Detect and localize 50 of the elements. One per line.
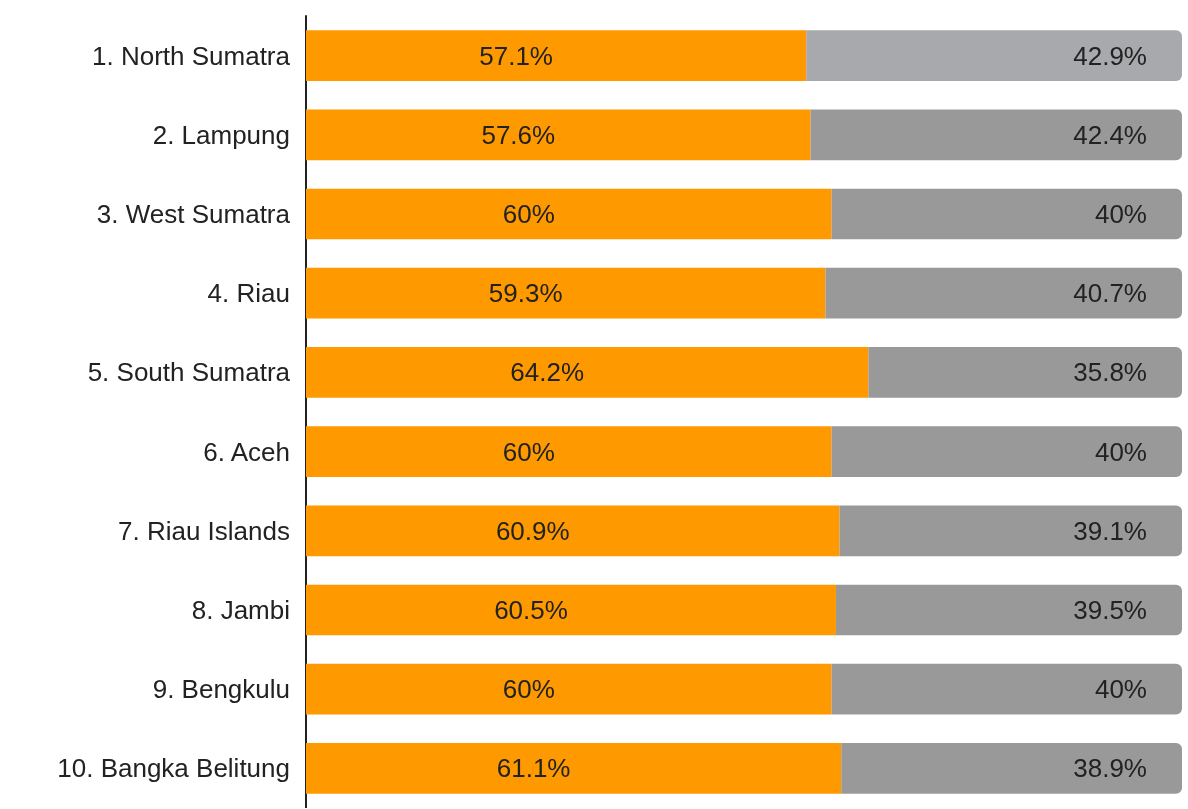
data-label: 64.2% — [510, 357, 585, 388]
data-label: 57.6% — [481, 119, 556, 150]
data-label: 42.4% — [1073, 119, 1147, 150]
y-tick-label: 7. Riau Islands — [118, 515, 290, 546]
y-tick-label: 9. Bengkulu — [152, 674, 290, 705]
bar — [835, 584, 1182, 636]
bar — [306, 109, 811, 161]
bar — [810, 109, 1182, 161]
bar — [306, 347, 869, 398]
bar — [306, 743, 842, 794]
data-label: 35.8% — [1073, 357, 1147, 388]
bar — [825, 267, 1182, 319]
bar — [831, 426, 1182, 477]
data-label: 60.9% — [495, 515, 570, 546]
bar — [306, 505, 840, 557]
data-label: 57.1% — [479, 40, 553, 71]
y-tick-label: 1. North Sumatra — [92, 40, 291, 71]
bar — [306, 188, 832, 240]
y-tick-label: 8. Jambi — [191, 595, 290, 625]
bar — [306, 584, 836, 636]
bar — [806, 30, 1182, 81]
y-tick-label: 5. South Sumatra — [87, 357, 291, 388]
data-label: 40% — [1094, 199, 1147, 229]
data-label: 39.5% — [1073, 595, 1147, 625]
bar — [839, 505, 1182, 557]
data-label: 40% — [1094, 674, 1147, 705]
data-label: 61.1% — [496, 753, 571, 784]
data-label: 40.7% — [1073, 278, 1147, 309]
data-label: 60% — [502, 199, 555, 229]
data-label: 39.1% — [1073, 515, 1147, 546]
y-tick-label: 2. Lampung — [152, 119, 290, 150]
bar — [831, 663, 1182, 715]
bar — [306, 267, 826, 319]
bar — [306, 30, 807, 81]
bar — [868, 347, 1182, 398]
data-label: 38.9% — [1073, 753, 1147, 784]
bar — [306, 426, 832, 477]
data-label: 60% — [502, 436, 555, 467]
bar — [306, 663, 832, 715]
data-label: 59.3% — [488, 278, 563, 309]
y-tick-label: 3. West Sumatra — [96, 199, 291, 229]
data-label: 60.5% — [494, 595, 568, 625]
data-label: 40% — [1094, 436, 1147, 467]
y-tick-label: 10. Bangka Belitung — [57, 753, 290, 784]
data-label: 42.9% — [1073, 40, 1147, 71]
bar — [831, 188, 1182, 240]
y-tick-label: 4. Riau — [207, 278, 290, 309]
y-tick-label: 6. Aceh — [203, 436, 290, 467]
data-label: 60% — [502, 674, 555, 705]
bar — [841, 743, 1182, 794]
